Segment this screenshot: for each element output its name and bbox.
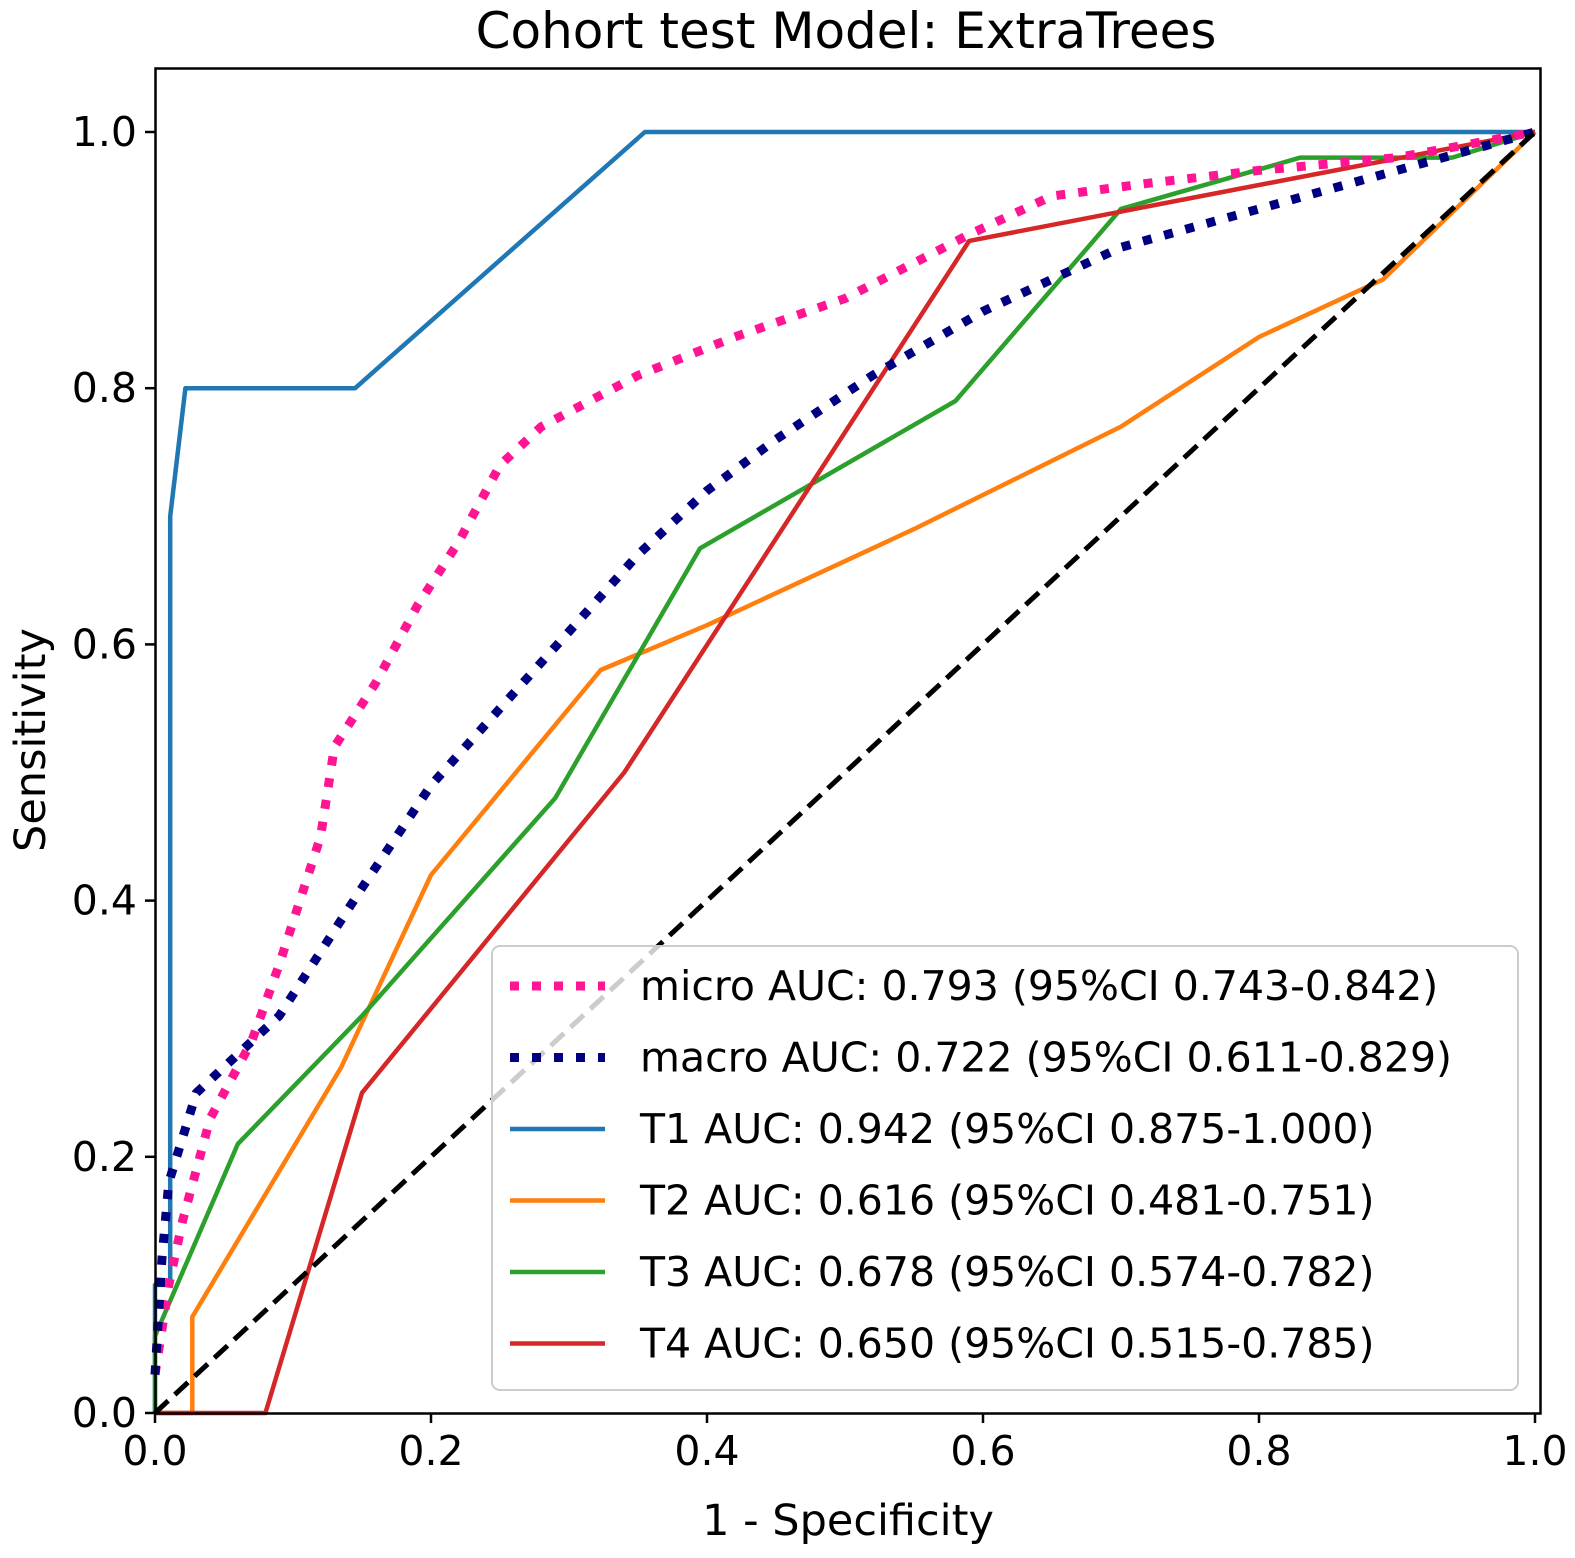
y-tick-label: 0.6 <box>72 620 137 668</box>
legend: micro AUC: 0.793 (95%CI 0.743-0.842) macr… <box>491 945 1519 1391</box>
series-line-T3 <box>152 129 1536 1413</box>
x-tick-label: 0.4 <box>674 1427 739 1475</box>
y-tick-label: 0.0 <box>72 1389 137 1437</box>
series-line-T2 <box>155 130 1537 1416</box>
legend-label-T2: T2 AUC: 0.616 (95%CI 0.481-0.751) <box>639 1177 1375 1225</box>
x-tick-label: 0.0 <box>122 1427 187 1475</box>
x-tick-label: 0.8 <box>1226 1427 1291 1475</box>
axis-ticks: 0.0 0.2 0.4 0.6 0.8 1.0 0.0 0.2 0.4 0.6 0.8 1.0 <box>72 108 1568 1475</box>
chart-title: Cohort test Model: ExtraTrees <box>476 2 1217 60</box>
legend-label-micro: micro AUC: 0.793 (95%CI 0.743-0.842) <box>640 962 1438 1010</box>
legend-label-T1: T1 AUC: 0.942 (95%CI 0.875-1.000) <box>639 1105 1375 1153</box>
legend-label-macro: macro AUC: 0.722 (95%CI 0.611-0.829) <box>640 1034 1452 1082</box>
y-tick-label: 1.0 <box>72 108 137 156</box>
x-axis-label: 1 - Specificity <box>702 1496 994 1546</box>
x-tick-label: 0.2 <box>398 1427 463 1475</box>
y-axis-label: Sensitivity <box>6 628 56 852</box>
y-tick-label: 0.2 <box>72 1133 137 1181</box>
legend-label-T3: T3 AUC: 0.678 (95%CI 0.574-0.782) <box>639 1248 1375 1296</box>
legend-frame <box>491 945 1519 1391</box>
legend-items: micro AUC: 0.793 (95%CI 0.743-0.842) macr… <box>510 962 1452 1368</box>
plot-frame <box>154 67 1542 1415</box>
legend-label-T4: T4 AUC: 0.650 (95%CI 0.515-0.785) <box>639 1320 1375 1368</box>
x-tick-label: 1.0 <box>1502 1427 1567 1475</box>
series-line-macro <box>150 127 1537 1375</box>
x-tick-label: 0.6 <box>950 1427 1015 1475</box>
y-tick-label: 0.4 <box>72 877 137 925</box>
series-line-micro <box>150 127 1536 1376</box>
series-line-chance <box>153 130 1537 1415</box>
y-tick-label: 0.8 <box>72 364 137 412</box>
